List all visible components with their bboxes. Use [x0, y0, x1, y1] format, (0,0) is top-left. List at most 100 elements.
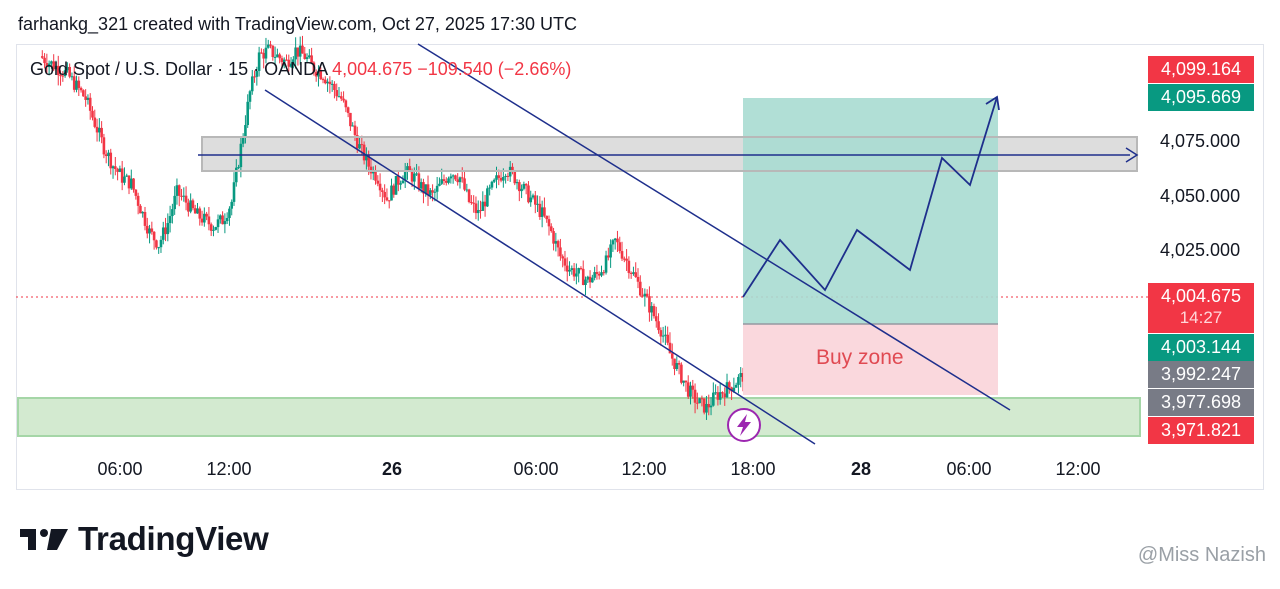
chart-frame	[16, 44, 1264, 490]
candle-body	[104, 154, 108, 157]
candle-body	[43, 57, 46, 64]
candle-body	[438, 183, 441, 186]
candle-body	[575, 273, 578, 277]
price-label-entry: 4,003.144	[1148, 334, 1254, 361]
candle-body	[714, 392, 717, 394]
candle-body	[255, 70, 259, 77]
candle-body	[524, 183, 528, 186]
candle-body	[492, 179, 496, 182]
candle-body	[561, 256, 564, 259]
target-zone	[743, 98, 998, 324]
x-tick-label: 18:00	[730, 459, 776, 479]
candle-body	[362, 144, 366, 161]
candle-body	[385, 197, 389, 201]
candle-body	[344, 100, 348, 108]
candle-body	[166, 223, 170, 235]
candle-body	[456, 179, 459, 183]
candle-body	[670, 353, 674, 359]
candle-body	[98, 127, 101, 133]
candle-body	[723, 393, 727, 398]
candle-body	[303, 53, 307, 60]
candle-body	[193, 208, 197, 214]
candle-body	[545, 215, 549, 220]
candle-body	[682, 380, 685, 383]
candle-body	[91, 110, 94, 118]
candle-body	[675, 363, 679, 370]
candle-body	[148, 228, 151, 234]
candle-body	[476, 210, 480, 214]
candle-body	[611, 240, 615, 245]
candle-body	[280, 58, 284, 63]
price-label-support-low: 3,971.821	[1148, 417, 1254, 444]
candle-body	[205, 213, 208, 217]
candle-body	[718, 392, 722, 400]
x-tick-label: 12:00	[1055, 459, 1101, 479]
candle-body	[310, 55, 313, 63]
candle-body	[312, 62, 316, 73]
candle-body	[289, 63, 293, 67]
candle-body	[56, 65, 60, 76]
candle-body	[68, 66, 71, 77]
candle-body	[109, 152, 113, 169]
candle-body	[504, 175, 507, 177]
candle-body	[433, 191, 437, 193]
candle-body	[581, 268, 585, 285]
candle-body	[415, 173, 418, 175]
candle-body	[159, 239, 163, 248]
candle-body	[625, 258, 628, 261]
candle-body	[155, 240, 158, 248]
candle-body	[182, 195, 186, 197]
candle-body	[333, 83, 336, 91]
candle-body	[95, 126, 99, 133]
resistance-zone-outline	[201, 136, 1138, 172]
candle-body	[458, 177, 462, 183]
candle-body	[319, 70, 323, 80]
candle-body	[725, 382, 729, 398]
candle-body	[305, 57, 309, 60]
candle-body	[271, 45, 275, 57]
candle-body	[308, 55, 311, 58]
candle-body	[285, 59, 288, 61]
candle-body	[207, 216, 211, 225]
tradingview-brand[interactable]: TradingView	[20, 520, 269, 558]
x-tick-label: 26	[381, 459, 403, 479]
candle-body	[716, 392, 720, 400]
candle-body	[196, 208, 199, 214]
candle-body	[643, 293, 647, 297]
candle-body	[463, 178, 466, 190]
candle-body	[563, 258, 567, 266]
candle-body	[40, 56, 44, 58]
candle-body	[490, 181, 494, 188]
candle-body	[349, 112, 352, 127]
y-tick-label: 4,075.000	[1160, 131, 1241, 151]
candle-body	[360, 144, 364, 146]
x-tick-label: 06:00	[513, 459, 559, 479]
candle-body	[164, 227, 167, 235]
candle-body	[221, 215, 224, 225]
candle-body	[730, 387, 733, 392]
candle-body	[520, 188, 523, 192]
candle-body	[330, 83, 334, 85]
candle-body	[390, 185, 393, 201]
candle-body	[298, 45, 302, 57]
candle-body	[337, 96, 341, 98]
candle-body	[351, 125, 354, 127]
candle-body	[435, 185, 439, 192]
candle-body	[408, 166, 412, 172]
candle-body	[342, 98, 345, 101]
watermark: @Miss Nazish	[1137, 544, 1266, 566]
x-tick-label: 12:00	[206, 459, 252, 479]
candle-body	[616, 238, 619, 243]
candle-body	[728, 382, 731, 388]
candle-body	[613, 238, 617, 241]
candle-body	[454, 175, 457, 180]
candle-body	[209, 224, 213, 231]
candle-body	[86, 97, 90, 100]
candle-body	[677, 363, 681, 365]
candle-body	[737, 377, 740, 385]
symbol-name: Gold Spot / U.S. Dollar · 15 · OANDA	[30, 59, 328, 79]
symbol-price: 4,004.675	[332, 59, 413, 79]
candle-body	[641, 295, 644, 297]
candle-body	[355, 135, 359, 149]
